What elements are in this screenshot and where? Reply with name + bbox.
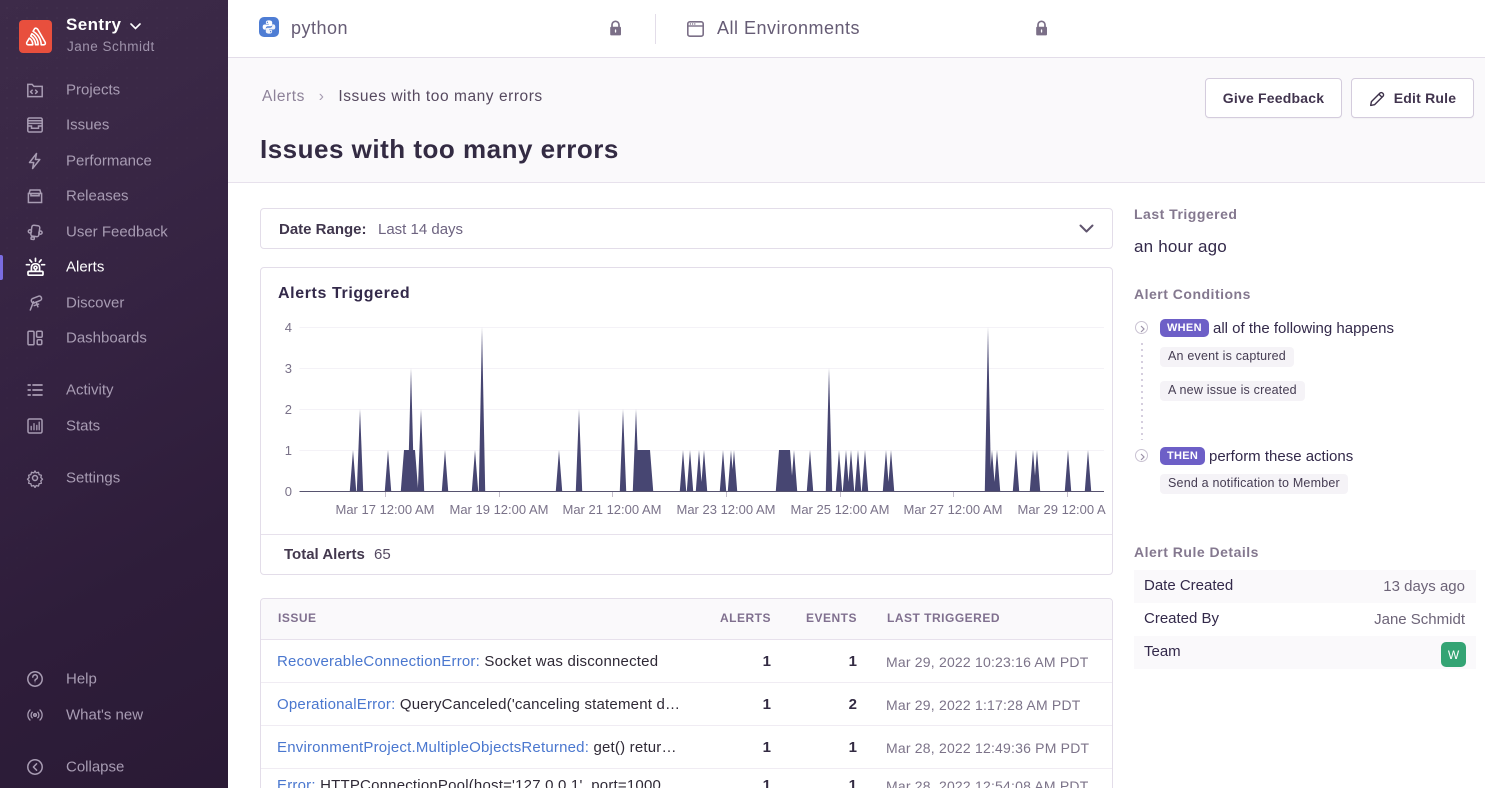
svg-text:4: 4 [285, 320, 292, 335]
svg-text:1: 1 [285, 443, 292, 458]
svg-text:Mar 25 12:00 AM: Mar 25 12:00 AM [791, 502, 890, 517]
svg-text:3: 3 [285, 361, 292, 376]
svg-text:Mar 29 12:00 AM: Mar 29 12:00 AM [1018, 502, 1107, 517]
svg-text:0: 0 [285, 484, 292, 499]
svg-text:Mar 19 12:00 AM: Mar 19 12:00 AM [450, 502, 549, 517]
svg-text:Mar 17 12:00 AM: Mar 17 12:00 AM [336, 502, 435, 517]
svg-text:Mar 23 12:00 AM: Mar 23 12:00 AM [677, 502, 776, 517]
svg-text:2: 2 [285, 402, 292, 417]
svg-text:Mar 21 12:00 AM: Mar 21 12:00 AM [563, 502, 662, 517]
svg-text:Mar 27 12:00 AM: Mar 27 12:00 AM [904, 502, 1003, 517]
